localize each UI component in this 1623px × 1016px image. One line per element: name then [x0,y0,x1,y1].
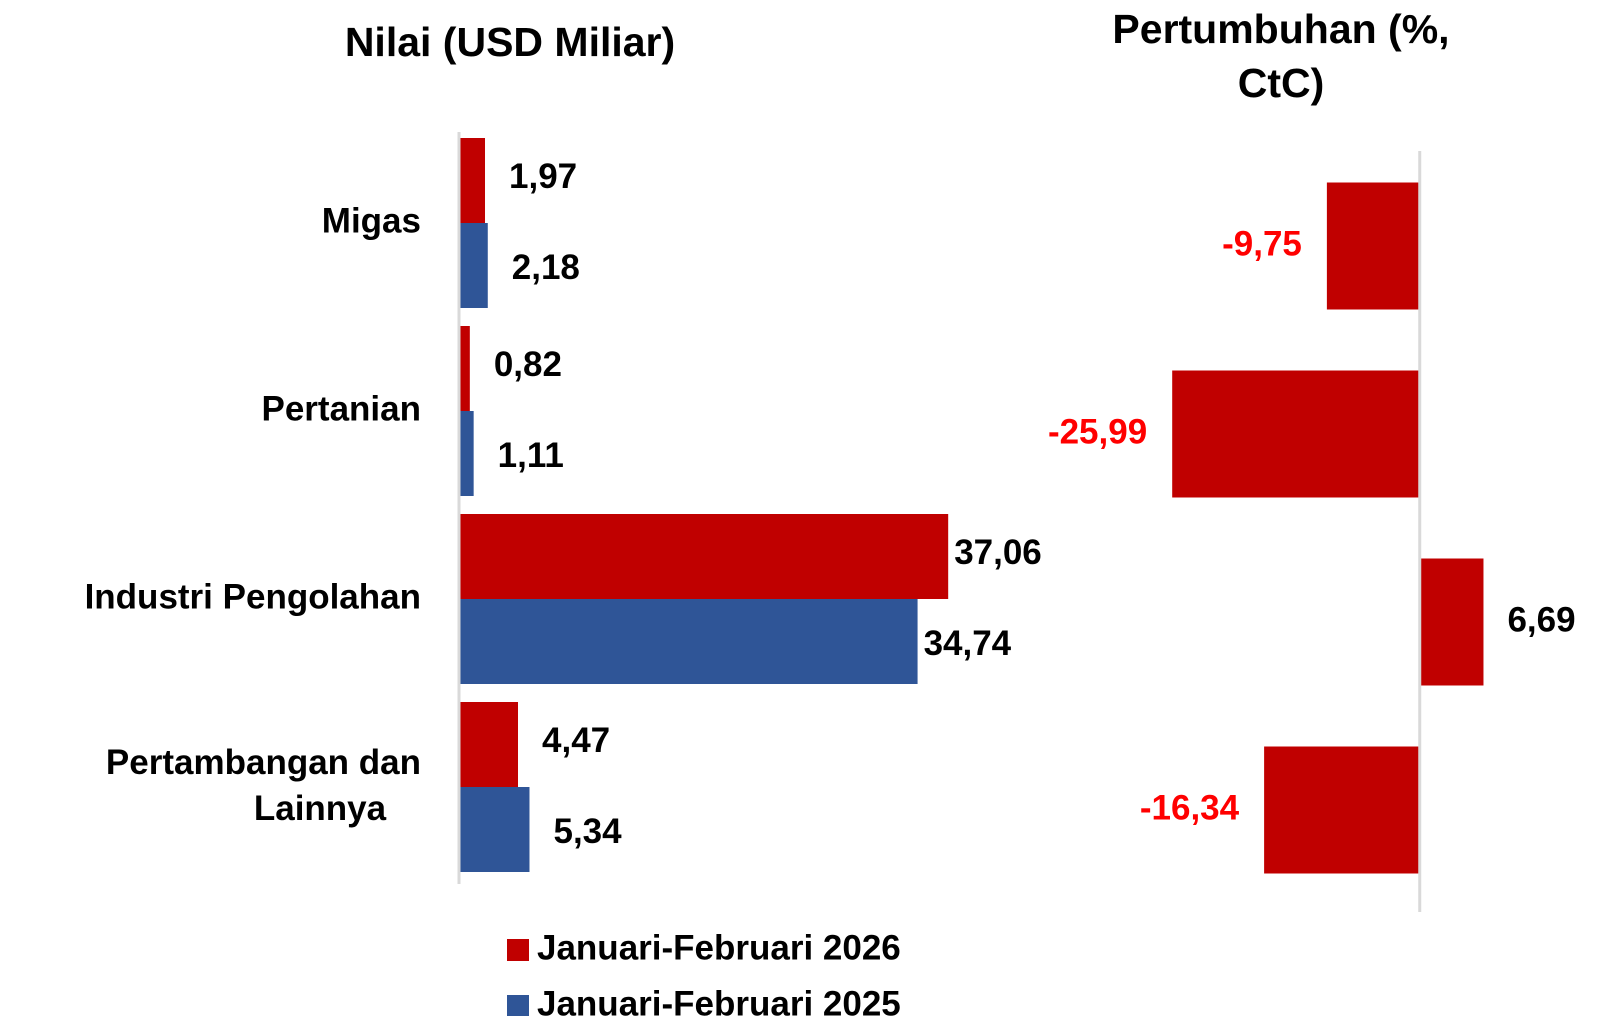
chart-title: Pertumbuhan (%, CtC) [1112,6,1450,106]
data-label: 34,74 [924,624,1012,663]
bar [459,599,918,684]
data-label: -25,99 [1048,412,1147,451]
bar [459,411,474,496]
chart-title: Nilai (USD Miliar) [344,19,676,65]
data-label: 1,11 [498,436,564,475]
data-label: 2,18 [512,248,580,287]
legend-label: Januari-Februari 2025 [537,984,901,1016]
data-label: 0,82 [494,345,562,384]
bar [1264,746,1420,874]
y-tick-label: Pertambangan dan Lainnya [106,743,421,828]
bar [1172,370,1420,498]
bar [459,138,486,223]
y-tick-label: Migas [322,201,421,240]
data-label: 4,47 [542,721,610,760]
bar [459,223,488,308]
y-tick-label: Pertanian [262,389,422,428]
data-label: 37,06 [954,533,1042,572]
legend-swatch [507,995,529,1016]
legend-swatch [507,939,529,961]
y-tick-label: Industri Pengolahan [85,577,421,616]
bar [459,702,519,787]
data-label: -16,34 [1140,788,1240,827]
bar [459,514,949,599]
bar [459,326,470,411]
bar [1419,558,1484,686]
bar [1326,182,1420,310]
data-label: 6,69 [1507,600,1575,639]
data-label: -9,75 [1222,224,1302,263]
bar [459,787,530,872]
data-label: 1,97 [509,157,577,196]
data-label: 5,34 [553,812,622,851]
legend-label: Januari-Februari 2026 [537,928,901,967]
